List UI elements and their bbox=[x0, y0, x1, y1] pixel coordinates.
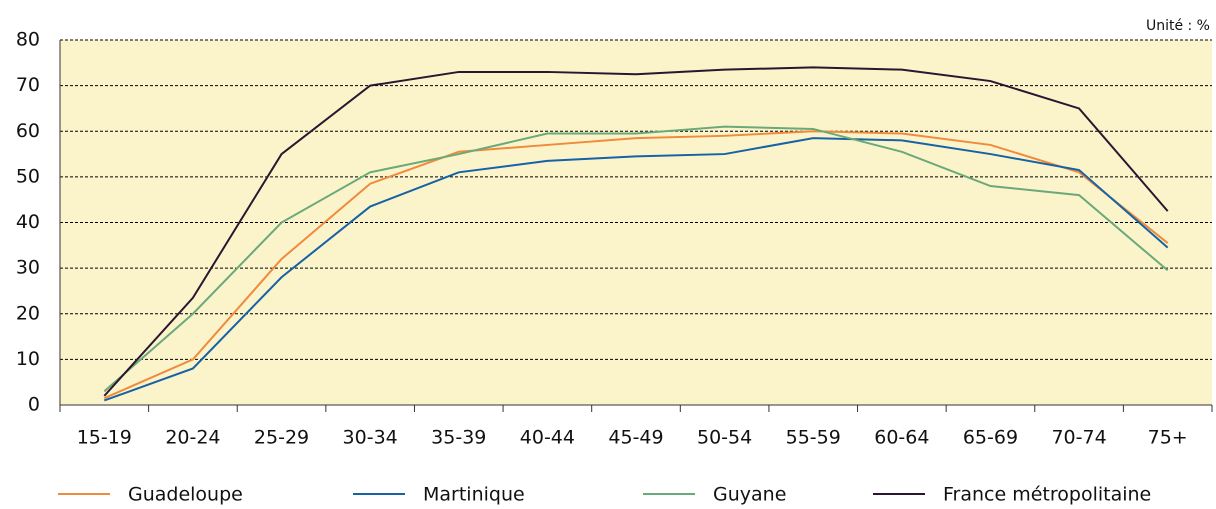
x-tick-label: 40-44 bbox=[520, 427, 575, 449]
unit-label: Unité : % bbox=[1146, 18, 1210, 34]
x-tick-label: 35-39 bbox=[431, 427, 486, 449]
legend-label: France métropolitaine bbox=[943, 484, 1151, 506]
y-tick-label: 60 bbox=[16, 120, 40, 142]
y-tick-label: 0 bbox=[28, 394, 40, 416]
x-tick-label: 30-34 bbox=[343, 427, 398, 449]
series-line bbox=[103, 66, 1169, 397]
series-line bbox=[103, 130, 1169, 400]
x-tick-label: 45-49 bbox=[608, 427, 663, 449]
legend-label: Guadeloupe bbox=[128, 484, 243, 506]
y-tick-label: 50 bbox=[16, 165, 40, 187]
x-tick-label: 50-54 bbox=[697, 427, 752, 449]
x-tick-label: 25-29 bbox=[254, 427, 309, 449]
y-tick-label: 70 bbox=[16, 74, 40, 96]
y-tick-label: 80 bbox=[16, 29, 40, 51]
y-tick-label: 30 bbox=[16, 257, 40, 279]
x-tick-label: 20-24 bbox=[165, 427, 220, 449]
y-tick-label: 40 bbox=[16, 211, 40, 233]
series-line bbox=[103, 125, 1169, 393]
y-tick-label: 20 bbox=[16, 302, 40, 324]
x-tick-label: 60-64 bbox=[874, 427, 929, 449]
x-tick-label: 15-19 bbox=[77, 427, 132, 449]
legend-label: Guyane bbox=[713, 484, 786, 506]
y-tick-label: 10 bbox=[16, 348, 40, 370]
x-tick-label: 75+ bbox=[1148, 427, 1188, 449]
x-tick-label: 65-69 bbox=[963, 427, 1018, 449]
legend-label: Martinique bbox=[423, 484, 525, 506]
x-tick-label: 70-74 bbox=[1051, 427, 1106, 449]
x-tick-label: 55-59 bbox=[786, 427, 841, 449]
series-line bbox=[103, 137, 1169, 402]
